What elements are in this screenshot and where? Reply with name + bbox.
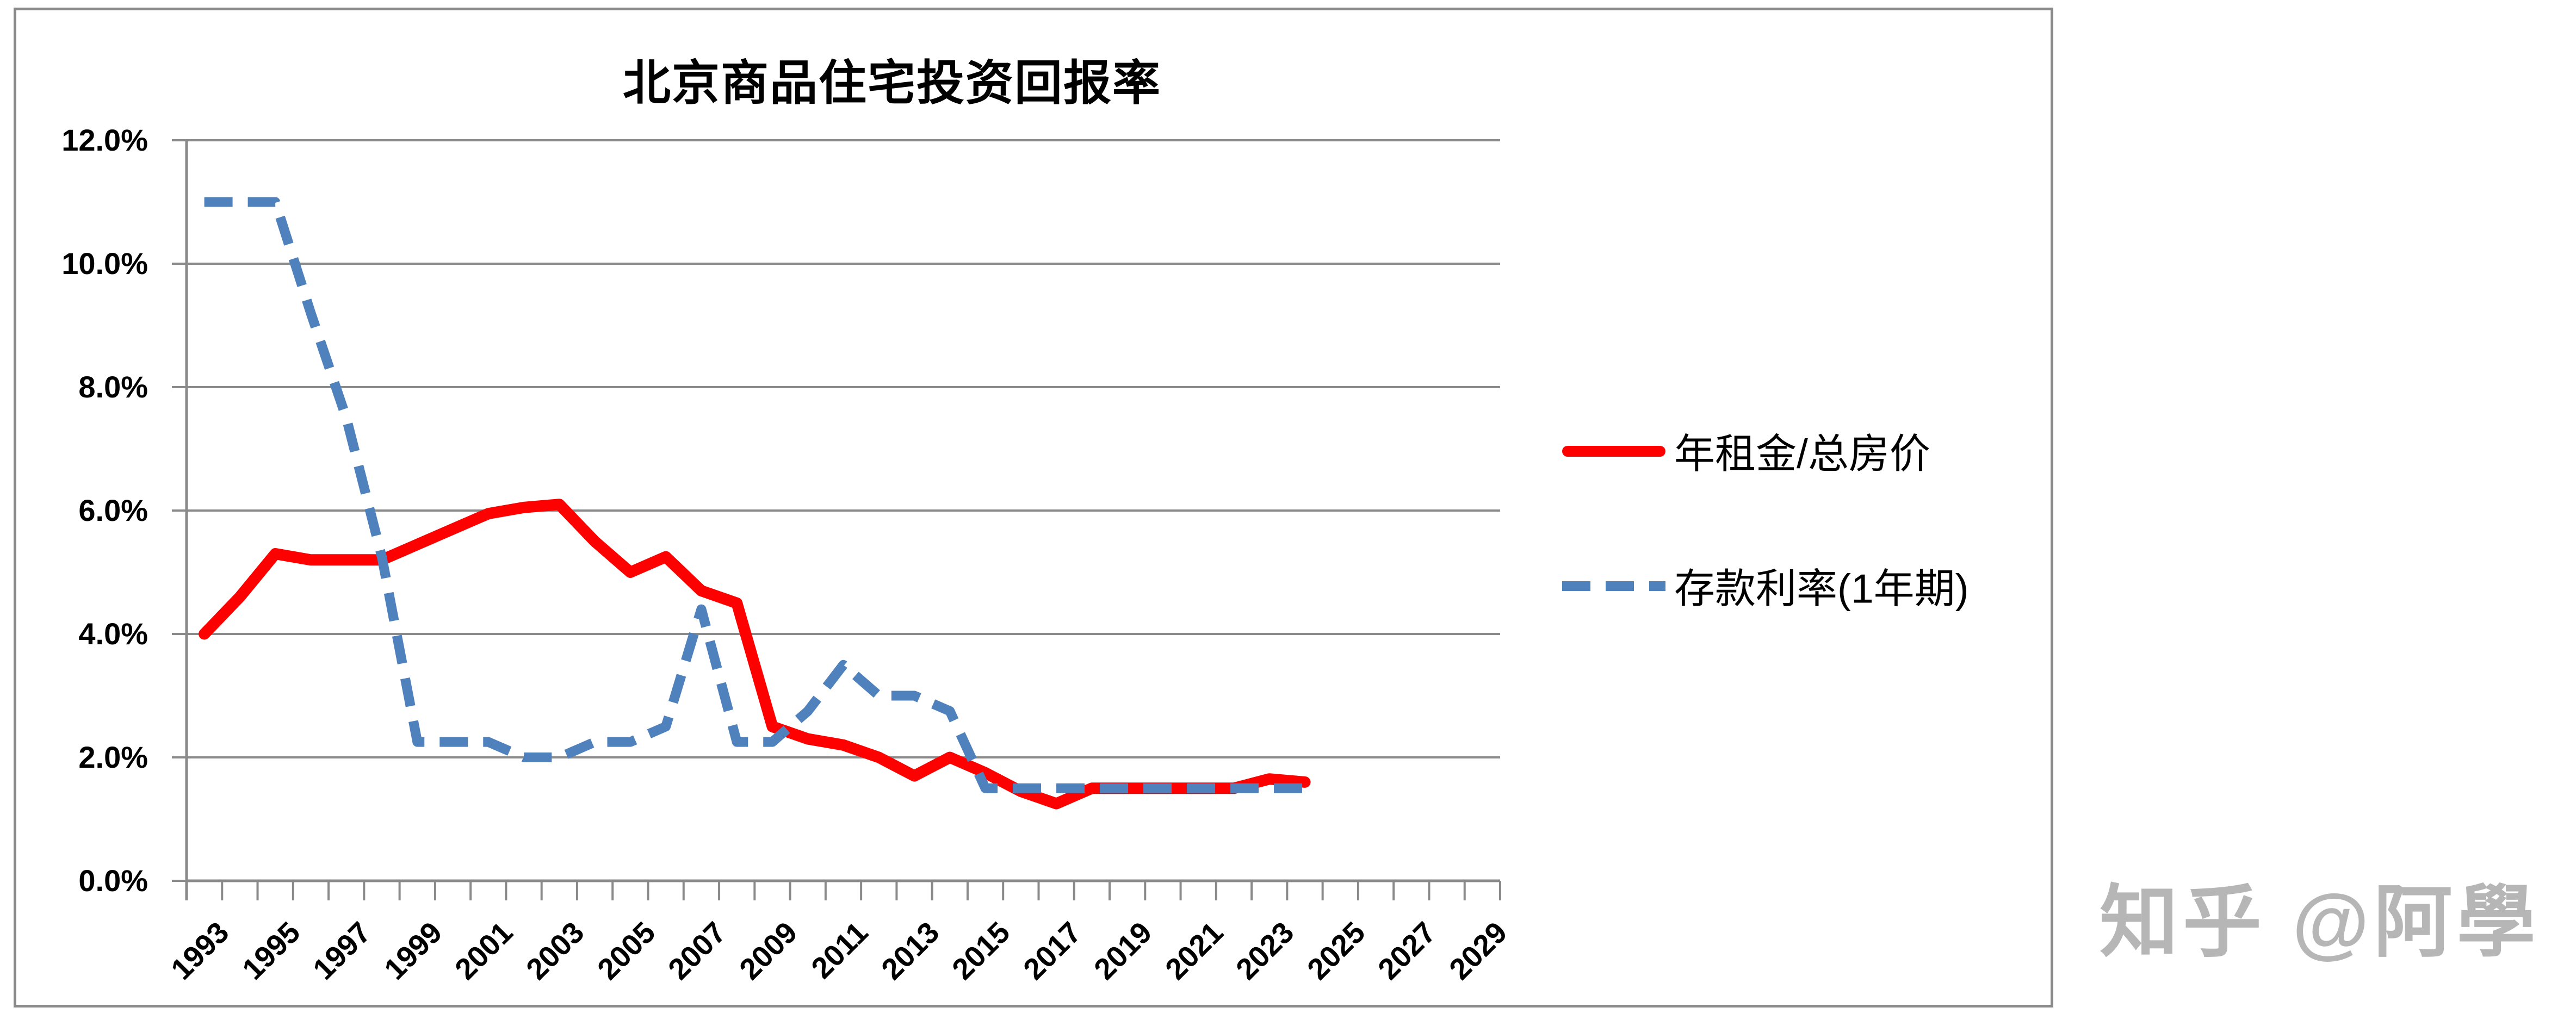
- y-axis-label: 12.0%: [61, 123, 148, 157]
- y-axis-label: 8.0%: [78, 370, 148, 404]
- y-axis-label: 0.0%: [78, 863, 148, 898]
- watermark: 知乎 @阿學: [2100, 878, 2540, 966]
- y-axis-label: 10.0%: [61, 246, 148, 281]
- legend-label-rent-yield: 年租金/总房价: [1674, 431, 1930, 477]
- legend-label-deposit-rate: 存款利率(1年期): [1674, 565, 1969, 612]
- deposit-rate-line: [204, 197, 1305, 793]
- y-axis-label: 4.0%: [78, 617, 148, 651]
- legend-item-deposit-rate: 存款利率(1年期): [1562, 565, 2052, 611]
- legend-item-rent-yield: 年租金/总房价: [1562, 431, 2052, 476]
- chart-title: 北京商品住宅投资回报率: [622, 56, 1161, 110]
- y-axis-label: 6.0%: [78, 493, 148, 527]
- rent-yield-legend-key-icon: [1562, 446, 1665, 457]
- y-axis-label: 2.0%: [78, 740, 148, 774]
- rent-yield-line: [199, 499, 1311, 810]
- chart-border-frame: [14, 8, 2053, 1007]
- deposit-rate-legend-key-icon: [1562, 581, 1665, 591]
